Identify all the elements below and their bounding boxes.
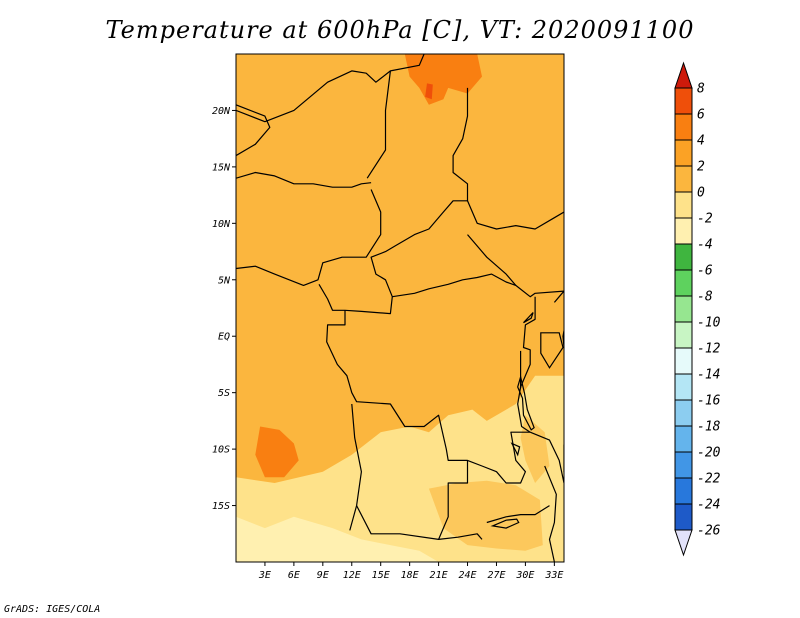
lon-tick-label: 24E xyxy=(458,570,476,581)
colorbar-label: -12 xyxy=(697,342,721,357)
contour-region xyxy=(236,516,439,562)
colorbar-label: 8 xyxy=(697,82,705,97)
country-border xyxy=(467,234,517,286)
colorbar-band xyxy=(674,113,693,141)
lakes xyxy=(490,312,564,529)
colorbar-band xyxy=(674,503,693,531)
lon-tick-label: 15E xyxy=(372,570,390,581)
colorbar-label: -22 xyxy=(697,472,721,487)
lon-tick-label: 3E xyxy=(258,570,271,581)
country-border xyxy=(236,104,271,157)
country-border xyxy=(236,54,425,123)
country-border xyxy=(236,171,372,188)
colorbar-label: -14 xyxy=(697,368,720,383)
colorbar-band xyxy=(674,191,693,219)
colorbar-label: 2 xyxy=(697,160,705,175)
colorbar-top-arrow xyxy=(674,61,693,89)
lake-outline xyxy=(563,444,564,476)
colorbar-label: -2 xyxy=(697,212,713,227)
colorbar-band xyxy=(674,217,693,245)
country-border xyxy=(486,505,550,524)
lat-tick-label: 10N xyxy=(212,219,231,230)
country-border xyxy=(529,431,564,484)
grads-credit: GrADS: IGES/COLA xyxy=(4,604,101,615)
lake-outline xyxy=(517,374,535,431)
map-frame xyxy=(235,53,565,563)
colorbar-band xyxy=(674,165,693,193)
country-border xyxy=(392,273,564,298)
lon-tick-label: 30E xyxy=(515,570,534,581)
colorbar-band xyxy=(674,139,693,167)
country-border xyxy=(326,310,531,484)
lon-tick-label: 6E xyxy=(288,570,300,581)
country-border xyxy=(466,200,564,230)
lat-tick-label: EQ xyxy=(218,332,230,343)
lat-tick-label: 15S xyxy=(212,501,230,512)
lake-outline xyxy=(523,312,534,324)
colorbar-label: 0 xyxy=(697,186,705,201)
lake-outline xyxy=(540,332,564,369)
colorbar: 8 6 4 2 0 -2 -4 -6 -8 -10 -12 -14 -16 -18 -20 -22 -24 -26 xyxy=(674,61,721,557)
lat-tick-label: 5N xyxy=(218,275,231,286)
colorbar-label: -16 xyxy=(697,394,721,409)
colorbar-band xyxy=(674,347,693,375)
lake-outline xyxy=(490,518,520,529)
lon-tick-label: 33E xyxy=(544,570,563,581)
country-border xyxy=(318,87,469,315)
colorbar-label: -24 xyxy=(697,498,720,513)
colorbar-label: -26 xyxy=(697,524,721,539)
lon-tick-label: 18E xyxy=(401,570,419,581)
lat-tick-label: 15N xyxy=(212,162,231,173)
colorbar-label: -8 xyxy=(697,290,713,305)
lat-tick-label: 10S xyxy=(212,445,230,456)
country-border xyxy=(236,189,382,286)
colorbar-label: 6 xyxy=(697,108,705,123)
contour-region xyxy=(404,54,482,105)
colorbar-band xyxy=(674,87,693,115)
colorbar-band xyxy=(674,373,693,401)
country-border xyxy=(438,460,469,540)
lake-outline xyxy=(510,442,521,457)
country-border xyxy=(553,290,564,303)
lon-tick-label: 9E xyxy=(317,570,329,581)
country-border xyxy=(517,296,536,433)
lat-tick-label: 5S xyxy=(218,388,230,399)
chart-title: Temperature at 600hPa [C], VT: 202009110… xyxy=(105,16,695,44)
colorbar-band xyxy=(674,477,693,505)
contour-region xyxy=(425,83,433,100)
country-boundaries xyxy=(236,54,564,562)
contour-fills xyxy=(236,54,564,562)
colorbar-band xyxy=(674,295,693,323)
country-border xyxy=(366,70,391,179)
lon-tick-label: 21E xyxy=(430,570,448,581)
colorbar-label: -4 xyxy=(697,238,713,253)
lat-tick-label: 20N xyxy=(212,106,231,117)
colorbar-band xyxy=(674,425,693,453)
colorbar-label: -18 xyxy=(697,420,721,435)
colorbar-label: 4 xyxy=(697,134,705,149)
colorbar-bottom-arrow xyxy=(674,529,693,557)
colorbar-label: -10 xyxy=(697,316,721,331)
colorbar-band xyxy=(674,321,693,349)
colorbar-label: -6 xyxy=(697,264,713,279)
colorbar-band xyxy=(674,399,693,427)
country-border xyxy=(349,403,362,531)
colorbar-band xyxy=(674,243,693,271)
colorbar-band xyxy=(674,451,693,479)
country-border xyxy=(544,465,557,562)
contour-region xyxy=(428,480,543,551)
contour-region xyxy=(255,426,299,478)
lon-tick-label: 27E xyxy=(487,570,505,581)
colorbar-label: -20 xyxy=(697,446,721,461)
map-axes: 20N 15N 10N 5N EQ 5S 10S 15S 3E 6E 9E 12E 15E 18E 21E 2… xyxy=(212,106,563,581)
colorbar-band xyxy=(674,269,693,297)
lon-tick-label: 12E xyxy=(343,570,361,581)
